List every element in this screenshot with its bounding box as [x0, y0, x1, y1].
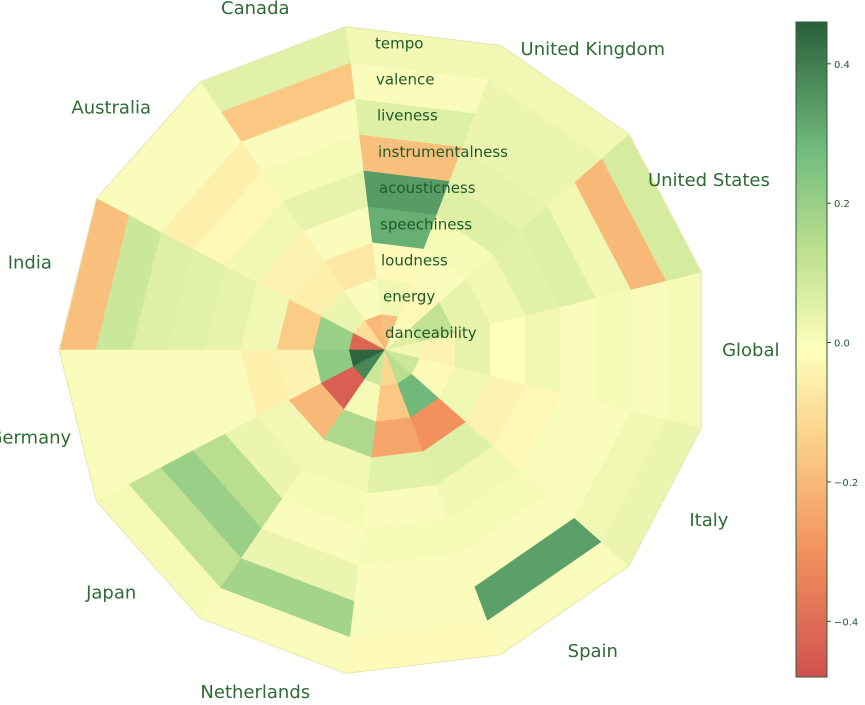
feature-label-danceability: danceability: [385, 324, 477, 342]
country-label-united-states: United States: [648, 170, 770, 191]
colorbar-tick-label: −0.4: [834, 617, 858, 628]
country-label-italy: Italy: [689, 510, 728, 531]
country-label-india: India: [8, 253, 52, 274]
country-label-canada: Canada: [221, 0, 290, 19]
chart-outline: [58, 26, 702, 674]
heatmap-cell-global-liveness: [595, 289, 632, 411]
country-label-netherlands: Netherlands: [200, 682, 310, 703]
feature-label-loudness: loudness: [381, 252, 448, 270]
feature-label-liveness: liveness: [377, 107, 438, 125]
colorbar-tick-label: −0.2: [834, 478, 858, 489]
feature-label-energy: energy: [383, 288, 435, 306]
country-label-spain: Spain: [568, 641, 618, 662]
country-label-united-kingdom: United Kingdom: [521, 39, 665, 60]
heatmap-cell-global-speechiness: [490, 314, 526, 386]
country-label-japan: Japan: [85, 583, 136, 604]
country-label-global: Global: [722, 340, 779, 361]
heatmap-cell-global-instrumentalness: [560, 297, 597, 403]
colorbar: [795, 21, 828, 678]
heatmap-cell-global-acousticness: [525, 306, 562, 394]
feature-label-tempo: tempo: [375, 34, 423, 52]
feature-label-acousticness: acousticness: [379, 179, 476, 197]
feature-label-instrumentalness: instrumentalness: [378, 143, 508, 161]
feature-label-valence: valence: [376, 71, 434, 89]
feature-label-speechiness: speechiness: [380, 215, 472, 233]
colorbar-tick-label: 0.4: [834, 60, 850, 71]
colorbar-tick-label: 0.2: [834, 199, 850, 210]
heatmap-cell-global-tempo: [665, 271, 702, 429]
country-label-sweden: Sweden: [394, 703, 465, 705]
country-label-germany: Germany: [0, 428, 72, 449]
heatmap-cell-global-valence: [630, 280, 667, 420]
country-label-australia: Australia: [71, 97, 151, 118]
colorbar-tick-label: 0.0: [834, 339, 850, 350]
